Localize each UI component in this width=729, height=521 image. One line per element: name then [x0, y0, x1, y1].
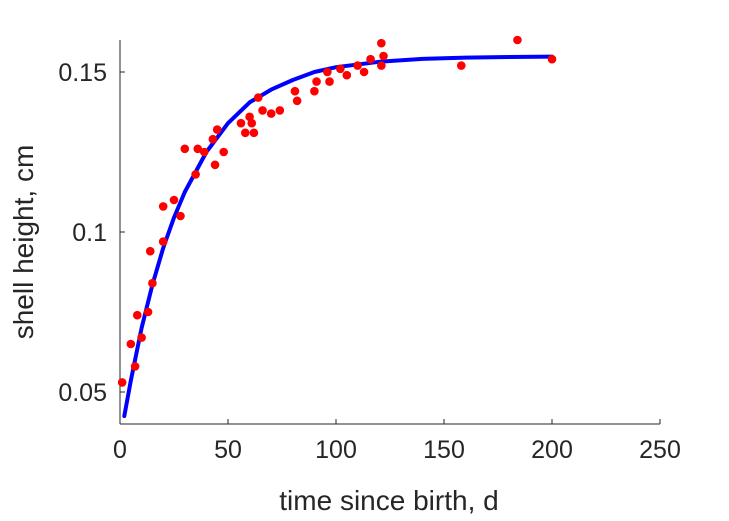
data-point: [359, 67, 369, 77]
data-points-layer: [117, 35, 557, 387]
x-tick-label: 100: [315, 436, 357, 464]
x-tick-label: 50: [214, 436, 242, 464]
y-axis-label: shell height, cm: [8, 145, 39, 340]
data-point: [143, 307, 153, 317]
data-point: [249, 128, 259, 138]
data-point: [247, 118, 257, 128]
data-point: [193, 144, 203, 154]
y-tick-label: 0.1: [72, 219, 107, 247]
data-point: [158, 237, 168, 246]
data-point: [377, 61, 386, 70]
data-point: [547, 54, 557, 64]
data-point: [132, 310, 142, 320]
data-point: [158, 202, 168, 211]
data-point: [310, 86, 319, 96]
data-point: [379, 51, 388, 61]
data-point: [180, 144, 190, 154]
data-point: [353, 61, 362, 70]
data-point: [145, 246, 155, 256]
data-point: [513, 35, 522, 45]
data-point: [253, 93, 263, 102]
ticks-layer: 0 50 100 150 200 250 0.05 0.1 0.15: [58, 59, 681, 464]
data-point: [240, 128, 250, 138]
data-point: [336, 64, 345, 74]
data-point: [456, 61, 466, 70]
x-tick-label: 200: [531, 436, 573, 464]
data-point: [377, 38, 386, 48]
data-point: [208, 134, 218, 144]
y-tick-label: 0.15: [58, 59, 107, 87]
data-point: [292, 96, 302, 106]
data-point: [275, 106, 285, 115]
data-point: [210, 160, 220, 170]
data-point: [117, 378, 127, 387]
data-point: [325, 77, 334, 86]
data-point: [126, 339, 136, 349]
data-point: [266, 109, 276, 118]
data-point: [148, 278, 157, 288]
data-point: [366, 54, 375, 64]
data-point: [290, 86, 300, 96]
data-point: [312, 77, 321, 86]
x-axis-label: time since birth, d: [279, 485, 498, 516]
data-point: [130, 362, 140, 371]
data-point: [236, 118, 246, 128]
fit-curve-layer: [122, 54, 554, 418]
data-point: [219, 147, 228, 157]
x-tick-label: 250: [639, 436, 681, 464]
data-point: [323, 67, 332, 77]
data-point: [212, 125, 222, 134]
data-point: [169, 195, 179, 205]
data-point: [199, 147, 209, 157]
y-tick-label: 0.05: [58, 379, 107, 407]
data-point: [258, 106, 267, 115]
data-point: [342, 70, 352, 80]
fit-curve: [122, 54, 554, 418]
axes: [119, 40, 660, 425]
data-point: [137, 333, 146, 342]
data-point: [176, 211, 185, 221]
x-tick-label: 150: [423, 436, 465, 464]
x-tick-label: 0: [113, 436, 127, 464]
data-point: [191, 170, 200, 179]
